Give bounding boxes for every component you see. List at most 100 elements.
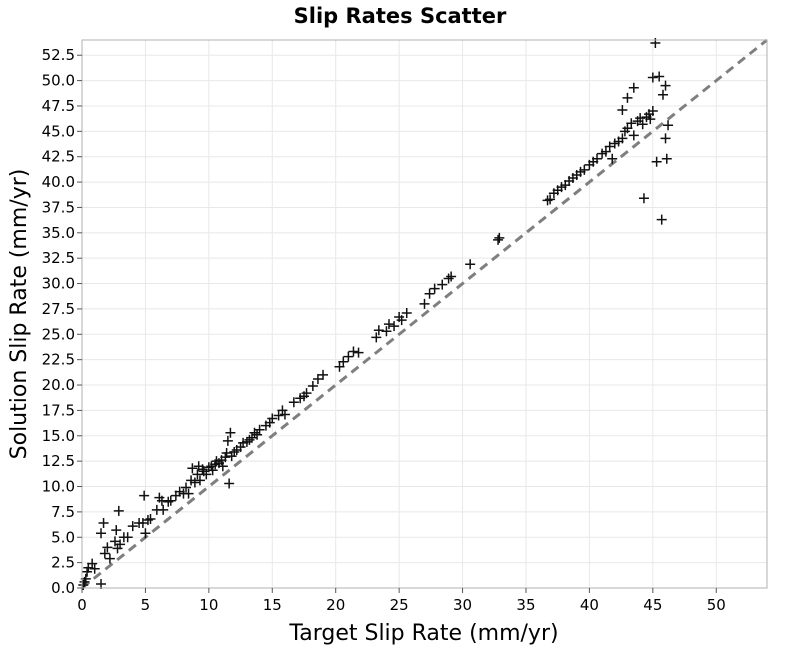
y-axis-label: Solution Slip Rate (mm/yr) <box>7 169 32 460</box>
data-point <box>437 279 448 290</box>
data-point <box>334 361 345 372</box>
data-point <box>607 153 618 164</box>
y-tick-label: 0.0 <box>51 579 75 597</box>
data-point <box>145 513 156 524</box>
y-tick-label: 52.5 <box>42 46 75 64</box>
data-point <box>396 315 407 326</box>
data-point <box>657 89 668 100</box>
data-point <box>158 504 169 515</box>
x-tick-label: 0 <box>77 596 87 614</box>
x-tick-label: 15 <box>263 596 282 614</box>
chart-title: Slip Rates Scatter <box>294 4 507 28</box>
y-tick-label: 15.0 <box>42 427 75 445</box>
data-point <box>654 71 665 82</box>
data-point <box>660 133 671 144</box>
data-point <box>194 475 205 486</box>
data-point <box>656 214 667 225</box>
data-point <box>638 193 649 204</box>
reference-line-layer <box>81 38 768 590</box>
data-point <box>338 356 349 367</box>
y-tick-label: 17.5 <box>42 401 75 419</box>
data-point <box>189 477 200 488</box>
data-point <box>109 536 120 547</box>
data-point <box>647 72 658 83</box>
y-tick-label: 42.5 <box>42 148 75 166</box>
data-point <box>249 427 260 438</box>
data-point <box>273 410 284 421</box>
y-tick-label: 35.0 <box>42 224 75 242</box>
x-tick-label: 5 <box>141 596 151 614</box>
x-tick-label: 20 <box>326 596 345 614</box>
data-point <box>96 528 107 539</box>
data-point <box>137 518 148 529</box>
data-point <box>592 153 603 164</box>
data-point <box>663 120 674 131</box>
y-tick-label: 2.5 <box>51 554 75 572</box>
data-point <box>493 234 504 245</box>
data-point <box>254 424 265 435</box>
data-point <box>197 464 208 475</box>
y-tick-label: 25.0 <box>42 325 75 343</box>
y-tick-label: 20.0 <box>42 376 75 394</box>
data-point <box>383 319 394 330</box>
data-point <box>545 194 556 205</box>
data-point <box>301 388 312 399</box>
data-point <box>142 515 153 526</box>
y-tick-label: 32.5 <box>42 249 75 267</box>
data-point <box>651 156 662 167</box>
data-point <box>115 539 126 550</box>
data-point <box>127 521 138 532</box>
data-point <box>192 469 203 480</box>
data-point <box>221 448 232 459</box>
x-tick-label: 25 <box>390 596 409 614</box>
plot-frame <box>81 39 768 589</box>
y-tick-label: 40.0 <box>42 173 75 191</box>
x-tick-label: 40 <box>580 596 599 614</box>
y-tick-label: 50.0 <box>42 72 75 90</box>
data-point <box>604 141 615 152</box>
y-tick-label: 10.0 <box>42 478 75 496</box>
data-point <box>635 113 646 124</box>
data-point <box>122 532 133 543</box>
data-point <box>207 465 218 476</box>
y-tick-label: 5.0 <box>51 528 75 546</box>
data-point <box>222 435 233 446</box>
data-point <box>446 271 457 282</box>
data-point <box>201 469 212 480</box>
x-tick-label: 45 <box>643 596 662 614</box>
data-point <box>87 558 98 569</box>
y-axis-ticks: 0.0 2.5 5.0 7.5 10.0 12.5 15.0 17.5 20.0 22.5 25.0… <box>42 46 82 597</box>
data-point <box>622 92 633 103</box>
data-point <box>252 429 263 440</box>
data-point <box>626 118 637 129</box>
x-tick-label: 10 <box>199 596 218 614</box>
data-point <box>579 164 590 175</box>
data-point <box>622 123 633 134</box>
y-tick-label: 7.5 <box>51 503 75 521</box>
data-point <box>139 490 150 501</box>
data-point <box>217 461 228 472</box>
x-axis-label: Target Slip Rate (mm/yr) <box>288 621 558 646</box>
y-tick-label: 47.5 <box>42 97 75 115</box>
data-point <box>229 447 240 458</box>
data-point <box>288 397 299 408</box>
data-point <box>307 381 318 392</box>
data-point <box>371 332 382 343</box>
data-point <box>424 288 435 299</box>
data-point <box>187 463 198 474</box>
x-tick-label: 35 <box>516 596 535 614</box>
data-point <box>241 436 252 447</box>
data-point <box>645 114 656 125</box>
x-tick-label: 30 <box>453 596 472 614</box>
data-point <box>102 542 113 553</box>
data-point <box>429 283 440 294</box>
data-point <box>140 528 151 539</box>
data-point <box>600 146 611 157</box>
data-point <box>617 133 628 144</box>
data-point <box>637 119 648 130</box>
data-point <box>353 347 364 358</box>
data-point <box>660 80 671 91</box>
data-point <box>246 432 257 443</box>
data-point <box>443 273 454 284</box>
